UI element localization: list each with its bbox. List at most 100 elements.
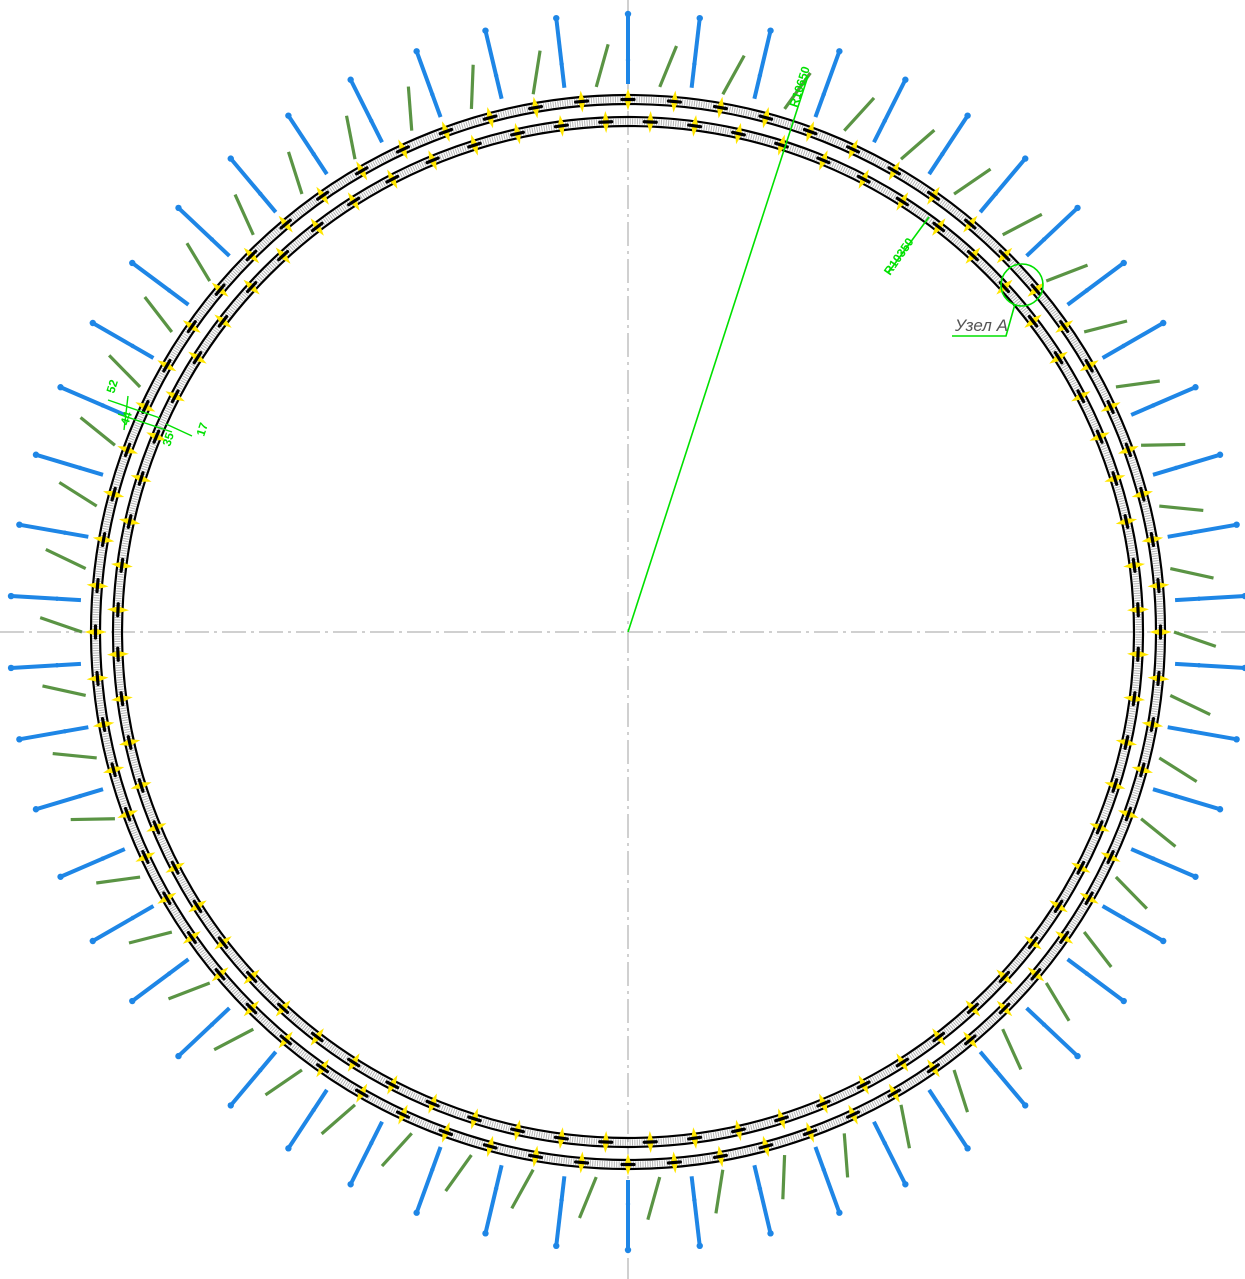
green-bar	[70, 817, 115, 822]
inner-ring-bolt	[467, 1115, 482, 1123]
blue-bar-end	[16, 736, 23, 743]
inner-ring-bolt	[245, 970, 258, 983]
outer-ring-bolt	[141, 399, 150, 414]
dim-extension-1	[107, 399, 161, 419]
outer-ring-bolt	[1156, 670, 1161, 686]
inner-ring-bolt	[192, 899, 203, 913]
blue-bar	[1066, 957, 1124, 1002]
green-bar	[1001, 1028, 1023, 1071]
outer-ring-bolt	[802, 1128, 818, 1137]
inner-ring-bolt	[1136, 646, 1140, 662]
inner-ring-bolt	[553, 123, 569, 129]
blue-bar	[813, 52, 841, 118]
outer-ring-bolt	[1084, 891, 1094, 906]
blue-bar-end	[1216, 806, 1224, 813]
green-bar	[233, 193, 255, 236]
inner-ring-bolt	[245, 281, 258, 294]
blue-bar-joint	[821, 92, 826, 97]
outer-ring-bolt	[712, 104, 728, 111]
node-a-label: Узел А	[954, 316, 1008, 335]
inner-ring-bolt	[217, 314, 229, 328]
inner-ring-bolt	[385, 1080, 400, 1090]
blue-bar-joint	[100, 403, 105, 408]
inner-ring-hatch	[114, 118, 1142, 1146]
green-bar	[344, 115, 357, 160]
blue-bar-joint	[757, 73, 763, 78]
blue-bar-joint	[311, 1107, 316, 1113]
blue-bar	[978, 158, 1026, 214]
inner-radius-leader	[887, 216, 930, 274]
blue-bar	[689, 1176, 702, 1245]
outer-ring-bolt	[110, 486, 117, 502]
green-bar	[58, 481, 98, 508]
green-bar	[1173, 630, 1217, 648]
inner-ring-bolt	[1111, 471, 1119, 486]
outer-ring-bolt	[100, 532, 107, 548]
outer-ring-bolt	[1149, 716, 1156, 732]
blue-bar-end	[553, 14, 560, 22]
blue-bar	[21, 725, 89, 741]
inner-ring-bolt	[932, 1031, 946, 1043]
blue-bar	[1130, 847, 1195, 878]
green-bar	[531, 50, 542, 95]
blue-bar-joint	[493, 73, 499, 78]
inner-ring-bolt	[553, 1135, 569, 1141]
inner-ring-bolt	[310, 1031, 324, 1043]
blue-bar	[813, 1146, 841, 1212]
outer-ring-bolt	[887, 1088, 902, 1098]
blue-bar-end	[347, 1181, 354, 1188]
blue-bar	[483, 32, 504, 100]
blue-bar-end	[285, 112, 292, 119]
inner-ring-bolt	[137, 471, 145, 486]
green-bar	[577, 1176, 598, 1219]
outer-ring-bolt	[214, 968, 226, 981]
blue-bar	[349, 80, 384, 144]
outer-ring-bolt	[162, 891, 172, 906]
inner-ring-bolt	[731, 130, 746, 137]
outer-ring-bolt	[846, 145, 861, 154]
outer-ring-bolt	[964, 1034, 977, 1046]
outer-ring-bolt	[887, 166, 902, 176]
blue-bar-end	[89, 937, 96, 945]
blue-bar-end	[57, 873, 64, 880]
dim-label-35: 35	[160, 431, 178, 448]
inner-ring-bolt	[856, 174, 871, 184]
inner-ring-bolt	[119, 557, 125, 573]
blue-bar-joint	[1151, 403, 1156, 408]
outer-ring-bolt	[141, 850, 150, 865]
blue-bar	[689, 19, 702, 88]
blue-bar-joint	[940, 1107, 945, 1113]
blue-bar	[1066, 262, 1124, 307]
green-bar	[52, 751, 97, 760]
blue-bar	[927, 116, 969, 176]
blue-bar-end	[902, 1181, 909, 1188]
outer-ring-bolt	[758, 1143, 774, 1150]
outer-ring-bolt	[926, 1063, 940, 1074]
dim-extension-2	[117, 413, 173, 433]
green-bar	[128, 930, 173, 945]
blue-bar-joint	[1084, 288, 1090, 293]
green-bar	[167, 981, 211, 1001]
blue-bar	[1174, 661, 1244, 670]
inner-ring-bolt	[170, 860, 180, 875]
outer-ring-bolt	[123, 442, 132, 458]
blue-bar-end	[1160, 319, 1167, 327]
inner-ring-bolt	[1027, 936, 1039, 950]
green-bar	[1001, 212, 1043, 237]
green-bar	[1140, 817, 1177, 848]
blue-bar	[230, 158, 278, 214]
inner-ring-bolt	[347, 1057, 361, 1068]
blue-bar-joint	[625, 1201, 631, 1207]
green-bar	[185, 242, 212, 282]
blue-bar-joint	[1189, 729, 1194, 734]
blue-bar-joint	[1196, 596, 1202, 601]
blue-bar-end	[624, 10, 632, 18]
blue-bar-end	[767, 27, 774, 34]
blue-bar-joint	[993, 1067, 998, 1073]
outer-ring-bolt	[1156, 578, 1161, 594]
dim-label-52: 52	[104, 378, 122, 395]
blue-bar	[872, 80, 907, 144]
blue-bar-joint	[1196, 663, 1202, 668]
outer-ring-bolt	[1106, 850, 1115, 865]
inner-ring-bolt	[170, 389, 180, 404]
